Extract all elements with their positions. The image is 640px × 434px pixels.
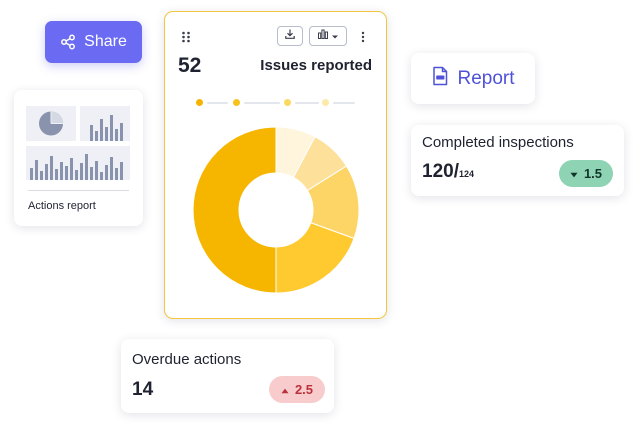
report-button[interactable]: Report bbox=[411, 53, 535, 104]
donut-segment bbox=[306, 165, 359, 240]
issues-title: Issues reported bbox=[260, 57, 372, 74]
pie-chart-thumbnail bbox=[26, 106, 76, 141]
legend-line bbox=[207, 102, 228, 104]
change-badge-down: 1.5 bbox=[559, 160, 613, 187]
completed-value: 120/ bbox=[422, 161, 459, 182]
chevron-down-icon bbox=[331, 27, 339, 45]
issues-reported-card: 52 Issues reported bbox=[164, 11, 387, 319]
share-button[interactable]: Share bbox=[45, 21, 142, 63]
issues-count: 52 bbox=[178, 54, 202, 77]
download-button[interactable] bbox=[277, 26, 303, 46]
overdue-actions-value: 14 bbox=[132, 379, 154, 400]
completed-total: 124 bbox=[458, 169, 475, 179]
pdf-file-icon bbox=[431, 66, 449, 91]
overdue-actions-title: Overdue actions bbox=[132, 351, 242, 368]
donut-segment bbox=[193, 127, 277, 293]
chart-type-icon bbox=[317, 27, 329, 45]
donut-segment bbox=[292, 136, 348, 192]
donut-segment bbox=[275, 222, 355, 293]
legend-dot bbox=[284, 99, 291, 106]
legend-line bbox=[244, 102, 280, 104]
overdue-actions-card: Overdue actions 14 2.5 bbox=[121, 339, 334, 413]
change-badge-up: 2.5 bbox=[269, 376, 325, 403]
share-button-label: Share bbox=[84, 33, 127, 50]
share-icon bbox=[60, 34, 76, 50]
chart-type-dropdown[interactable] bbox=[309, 26, 347, 46]
more-vertical-icon[interactable] bbox=[361, 30, 365, 48]
bar-chart-thumbnail bbox=[80, 106, 130, 141]
triangle-up-icon bbox=[281, 382, 289, 397]
completed-inspections-title: Completed inspections bbox=[422, 134, 574, 151]
donut-chart bbox=[193, 127, 359, 293]
legend-line bbox=[295, 102, 319, 104]
change-value: 2.5 bbox=[294, 382, 314, 397]
legend-line bbox=[333, 102, 355, 104]
report-button-label: Report bbox=[457, 67, 515, 89]
completed-inspections-value: 120/124 bbox=[422, 161, 474, 183]
drag-handle-icon[interactable] bbox=[181, 30, 191, 48]
download-icon bbox=[284, 27, 296, 45]
legend-dot bbox=[196, 99, 203, 106]
divider bbox=[28, 190, 129, 191]
triangle-down-icon bbox=[570, 166, 578, 181]
completed-inspections-card: Completed inspections 120/124 1.5 bbox=[411, 125, 624, 196]
legend-dot bbox=[322, 99, 329, 106]
change-value: 1.5 bbox=[583, 166, 603, 181]
bar-chart-thumbnail-wide bbox=[26, 146, 130, 180]
actions-report-label: Actions report bbox=[28, 200, 96, 212]
donut-segment bbox=[275, 127, 316, 179]
actions-report-card[interactable]: Actions report bbox=[14, 90, 143, 226]
legend-dot bbox=[233, 99, 240, 106]
